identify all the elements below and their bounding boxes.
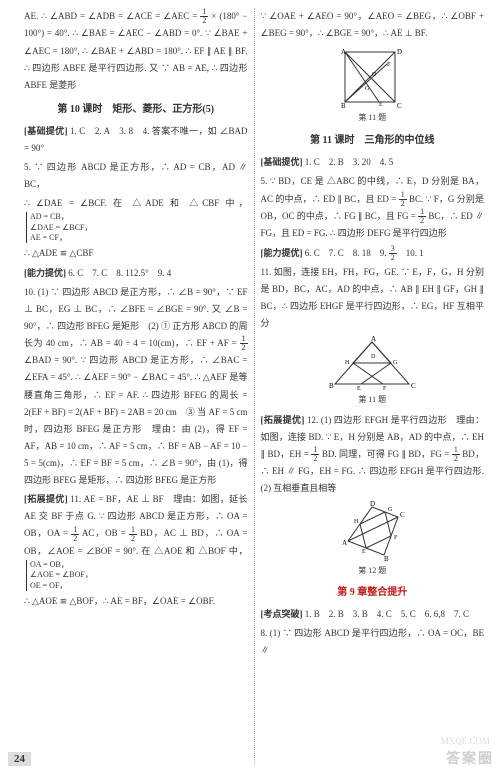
para-top: ∵ ∠OAE + ∠AEO = 90°，∠AEO = ∠BEG，∴ ∠OBF +…: [261, 8, 485, 42]
section-title-10: 第 10 课时 矩形、菱形、正方形(5): [24, 100, 248, 119]
svg-text:G: G: [393, 360, 398, 366]
svg-text:F: F: [394, 535, 398, 541]
svg-text:E: E: [362, 549, 366, 555]
svg-text:D: D: [371, 354, 376, 360]
svg-text:G: G: [388, 507, 393, 513]
nengli-block-2: [能力提优] 6. C 7. C 8. 18 9. 32 10. 1: [261, 245, 485, 262]
svg-text:C: C: [397, 102, 402, 110]
tuozhan-label: [拓展提优]: [24, 494, 68, 504]
svg-text:B: B: [384, 555, 389, 563]
jichu-label: [基础提优]: [24, 126, 67, 136]
nengli-label-2: [能力提优]: [261, 248, 303, 258]
kaodian-block: [考点突破] 1. B 2. B 3. B 4. C 5. C 6. 6,8 7…: [261, 606, 485, 623]
para: AE. ∴ ∠ABD = ∠ADB = ∠ACE = ∠AEC = 12 × (…: [24, 8, 248, 94]
kaodian-label: [考点突破]: [261, 609, 303, 619]
brace-system-2: OA = OB， ∠AOE = ∠BOF， OE = OF，: [26, 560, 93, 591]
svg-text:C: C: [400, 511, 405, 519]
jichu-block: [基础提优] 1. C 2. A 3. 8 4. 答案不唯一，如 ∠BAD = …: [24, 123, 248, 157]
tuozhan-label-2: [拓展提优]: [261, 415, 305, 425]
para-11-r: 11. 如图，连接 EH，FH，FG，GE. ∵ E，F，G，H 分别是 BD，…: [261, 264, 485, 332]
tuozhan-block-2: [拓展提优] 12. (1) 四边形 EFGH 是平行四边形 理由：如图，连接 …: [261, 412, 485, 498]
brace-system: AD = CB， ∠DAE = ∠BCF， AE = CF，: [26, 212, 92, 243]
figure-11-triangle: A B C H G E F D 第 11 题: [261, 336, 485, 407]
figure-caption-2: 第 11 题: [261, 392, 485, 407]
svg-text:A: A: [341, 48, 346, 56]
svg-text:A: A: [371, 336, 376, 343]
svg-text:D: D: [370, 501, 375, 508]
para-11d: ∴ △AOE ≌ △BOF，∴ AE = BF，∠OAE = ∠OBF.: [24, 593, 248, 610]
svg-text:F: F: [387, 62, 391, 68]
jichu-block-2: [基础提优] 1. C 2. B 3. 20 4. 5: [261, 154, 485, 171]
svg-text:H: H: [345, 360, 350, 366]
right-column: ∵ ∠OAE + ∠AEO = 90°，∠AEO = ∠BEG，∴ ∠OBF +…: [255, 8, 491, 764]
jichu-label-2: [基础提优]: [261, 157, 303, 167]
para-5: 5. ∵ 四边形 ABCD 是正方形，∴ AD = CB，AD ∥ BC，: [24, 159, 248, 193]
chapter-9-title: 第 9 章整合提升: [261, 583, 485, 602]
figure-caption: 第 11 题: [261, 110, 485, 125]
svg-text:B: B: [341, 102, 346, 110]
page-number: 24: [8, 752, 31, 766]
figure-caption-3: 第 12 题: [261, 563, 485, 578]
svg-text:C: C: [411, 382, 416, 390]
para-5-r: 5. ∵ BD，CE 是 △ABC 的中线，∴ E，D 分别是 BA，AC 的中…: [261, 173, 485, 242]
figure-12-quad: A D C B H G F E 第 12 题: [261, 501, 485, 578]
para-5b: ∴ ∠DAE = ∠BCF. 在 △ADE 和 △CBF 中， AD = CB，…: [24, 195, 248, 243]
svg-text:G: G: [365, 86, 370, 92]
svg-text:H: H: [354, 519, 359, 525]
svg-text:A: A: [342, 539, 347, 547]
svg-text:O: O: [372, 72, 377, 78]
para-5c: ∴ △ADE ≌ △CBF: [24, 245, 248, 262]
svg-text:B: B: [329, 382, 334, 390]
watermark-url: MXQE.COM: [441, 736, 490, 746]
tuozhan-block: [拓展提优] 11. AE = BF，AE ⊥ BF 理由：如图，延长 AE 交…: [24, 491, 248, 591]
nengli-block: [能力提优] 6. C 7. C 8. 112.5° 9. 4: [24, 265, 248, 282]
para-8: 8. (1) ∵ 四边形 ABCD 是平行四边形，∴ OA = OC，BE ∥: [261, 625, 485, 659]
left-column: AE. ∴ ∠ABD = ∠ADB = ∠ACE = ∠AEC = 12 × (…: [18, 8, 255, 764]
svg-text:D: D: [397, 48, 402, 56]
figure-11-square: A D B C O F E G 第 11 题: [261, 46, 485, 125]
svg-text:E: E: [379, 102, 383, 108]
section-title-11: 第 11 课时 三角形的中位线: [261, 131, 485, 150]
watermark-text: 答案圈: [446, 748, 494, 768]
para-10: 10. (1) ∵ 四边形 ABCD 是正方形，∴ ∠B = 90°，∵ EF …: [24, 284, 248, 489]
nengli-label: [能力提优]: [24, 268, 66, 278]
